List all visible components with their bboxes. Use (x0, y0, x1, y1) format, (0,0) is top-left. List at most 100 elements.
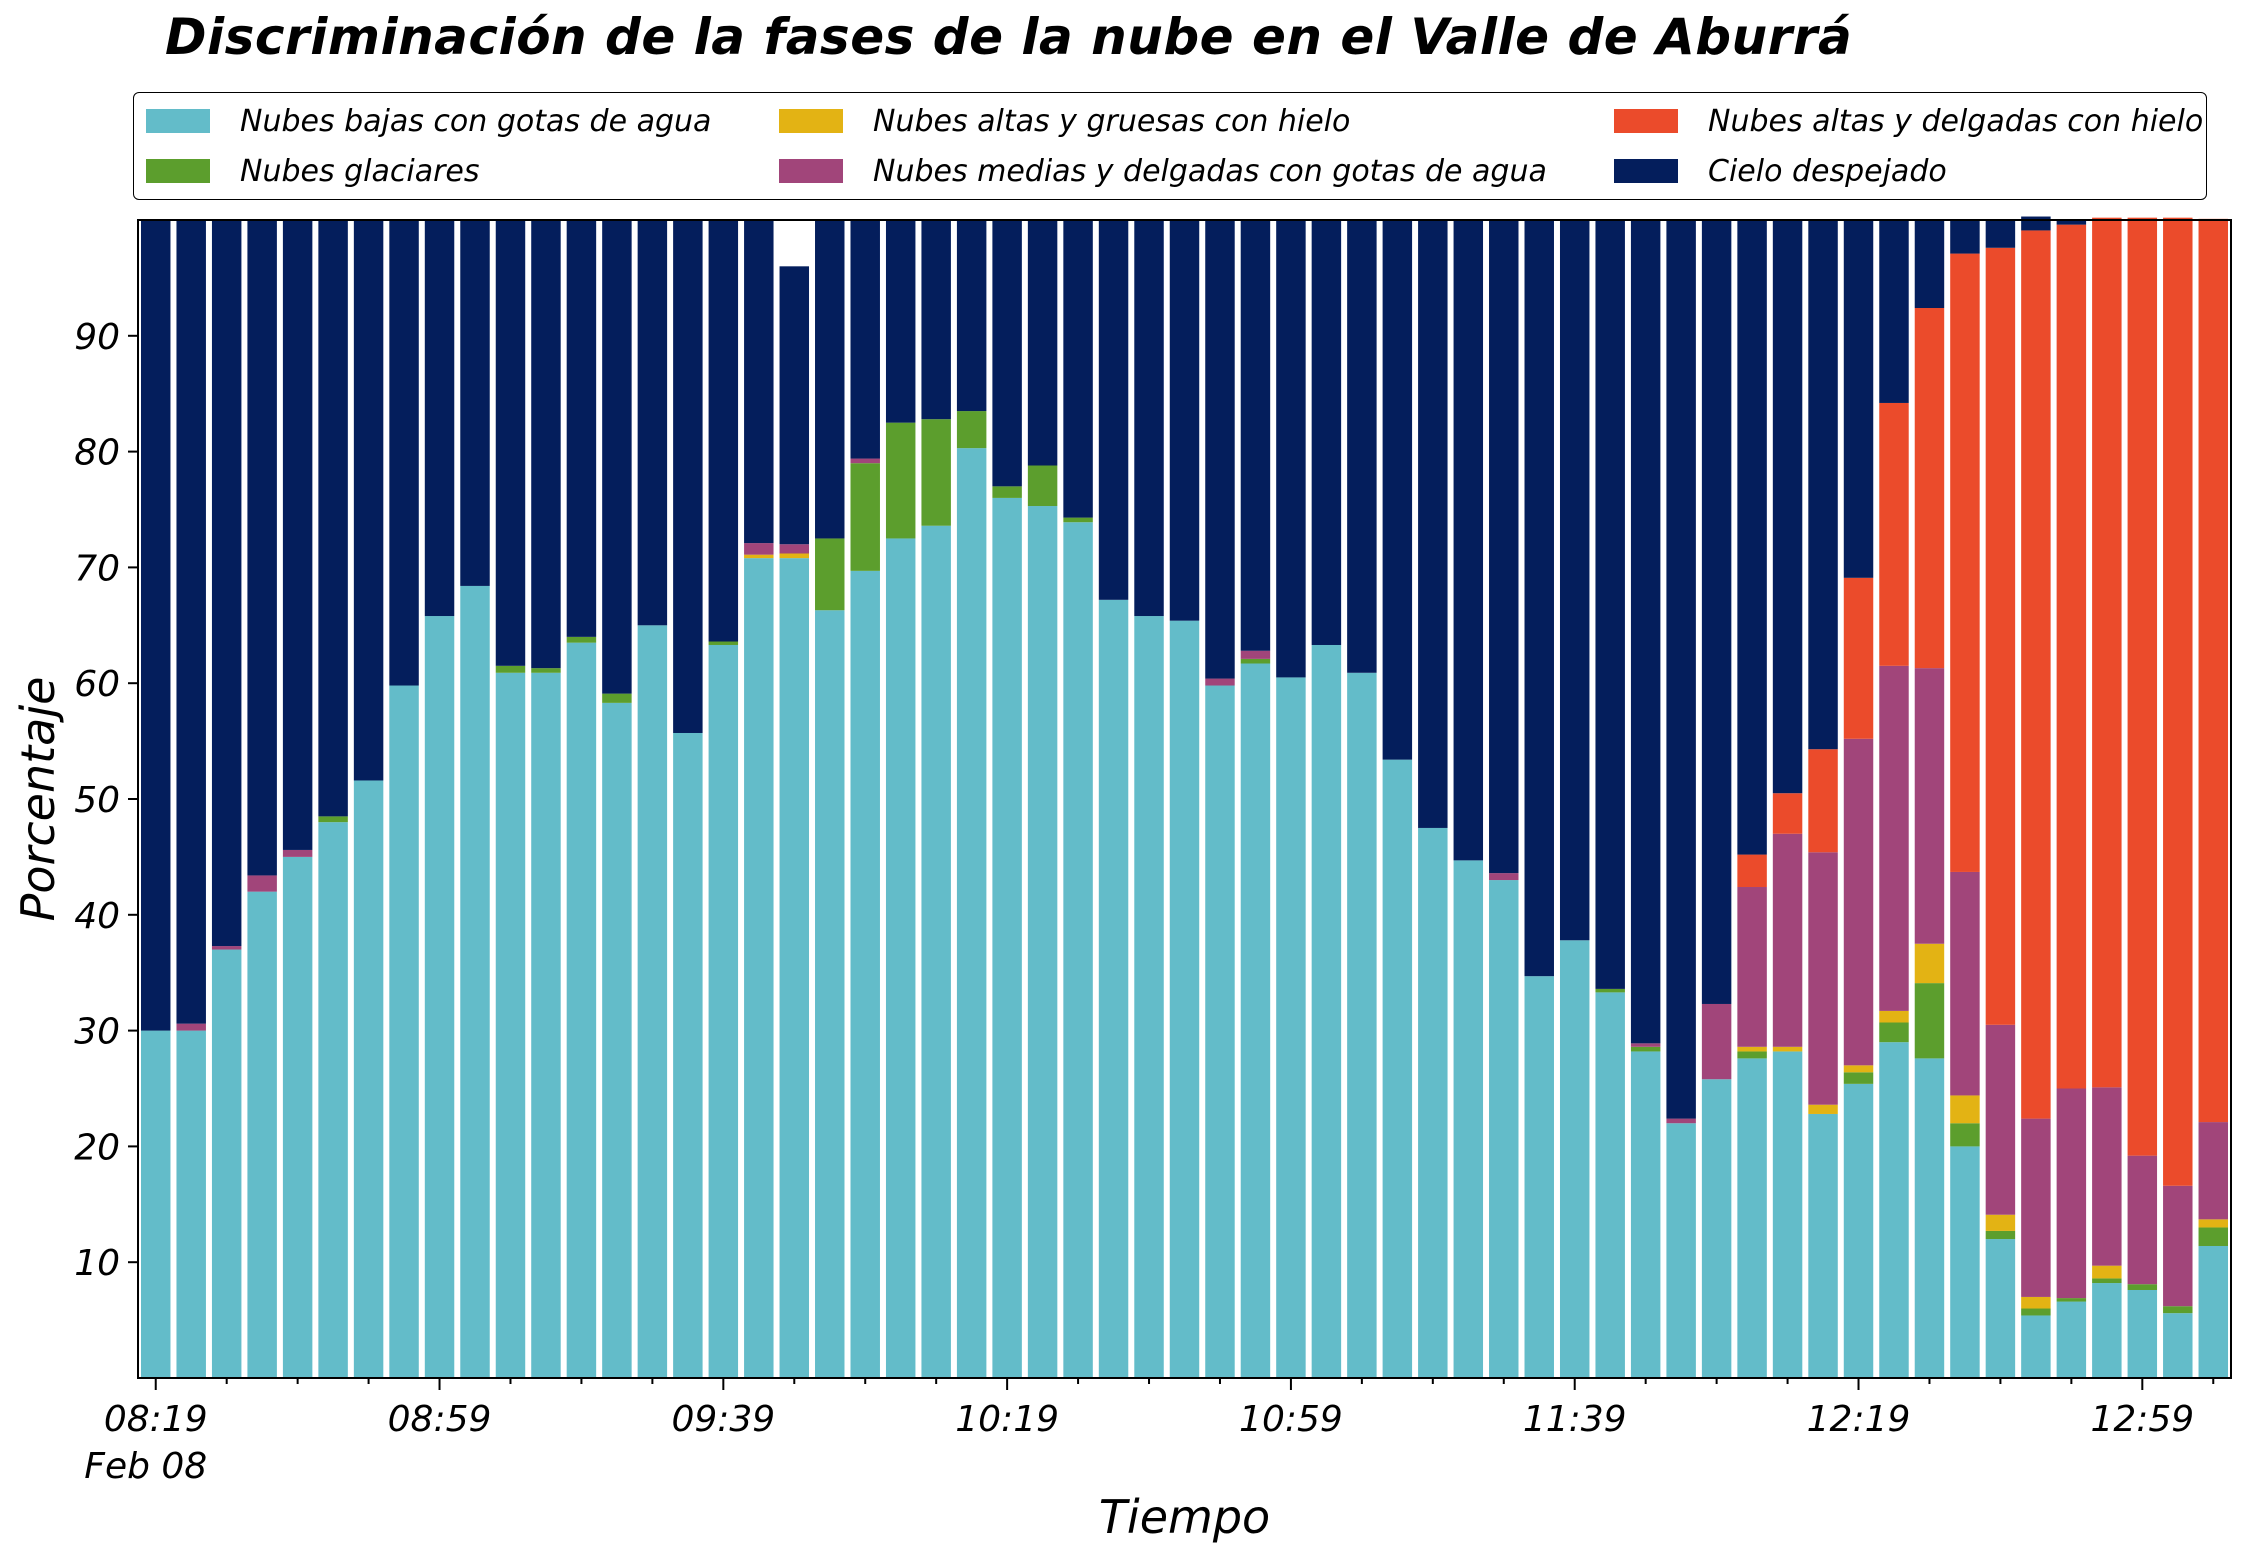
bar-segment-1244-s2 (2021, 1296, 2051, 1309)
bar-segment-0929-s5 (637, 220, 668, 626)
bar-segment-1214-s5 (1808, 220, 1838, 750)
bar-segment-1129-s3 (1489, 873, 1519, 881)
bar-segment-1039-s0 (1134, 616, 1164, 1378)
bar-segment-1024-s0 (1027, 506, 1058, 1378)
bar-segment-1009-s5 (921, 220, 951, 420)
y-tick-label: 80 (74, 433, 120, 474)
legend-item-nubes-glaciares: Nubes glaciares (146, 151, 480, 191)
bar-segment-0954-s5 (815, 220, 845, 539)
bar-segment-1219-s3 (1843, 738, 1874, 1066)
bar-segment-1034-s5 (1098, 220, 1129, 600)
bar-segment-0909-s0 (495, 672, 526, 1378)
y-tick-label: 60 (74, 664, 120, 705)
legend-label: Nubes glaciares (240, 153, 480, 189)
x-tick-label: 12:59 (2090, 1399, 2194, 1440)
bar-segment-1239-s5 (1985, 220, 2016, 248)
bar-segment-1049-s5 (1205, 220, 1235, 679)
bar-segment-1219-s1 (1843, 1072, 1874, 1084)
bar-segment-1259-s3 (2127, 1155, 2158, 1285)
bar-segment-0854-s5 (389, 220, 419, 686)
bar-segment-0944-s5 (744, 220, 774, 544)
bar-segment-1104-s5 (1311, 220, 1342, 645)
bar-segment-1204-s1 (1737, 1051, 1767, 1059)
bar-segment-1239-s1 (1985, 1230, 2016, 1240)
bar-segment-1259-s4 (2127, 217, 2158, 1156)
bar-segment-1029-s1 (1063, 517, 1093, 523)
bar-segment-1309-s1 (2198, 1227, 2228, 1246)
x-axis-label: Tiempo (1099, 1490, 1270, 1544)
bar-segment-1214-s4 (1808, 749, 1838, 853)
bar-segment-0849-s0 (353, 780, 384, 1378)
bar-segment-1244-s4 (2021, 230, 2051, 1119)
bar-segment-1209-s4 (1772, 793, 1803, 834)
bar-segment-1014-s1 (956, 411, 987, 449)
x-axis: 08:19 08:59 09:39 10:19 10:59 11:39 12:19 12:59… (84, 1378, 2215, 1487)
bar-segment-1024-s5 (1027, 220, 1058, 466)
bar-segment-0914-s5 (531, 220, 561, 669)
bar-segment-1139-s0 (1559, 940, 1590, 1378)
y-tick-label: 20 (74, 1127, 120, 1168)
bar-segment-1259-s1 (2127, 1284, 2158, 1290)
y-tick-label: 10 (74, 1243, 120, 1284)
bar-segment-1244-s1 (2021, 1308, 2051, 1316)
bar-segment-1234-s4 (1950, 253, 1980, 872)
bar-segment-1214-s2 (1808, 1104, 1838, 1114)
bar-segment-0859-s5 (424, 220, 455, 617)
bar-segment-0859-s0 (424, 616, 455, 1378)
bar-segment-1019-s5 (992, 220, 1022, 487)
bar-segment-1204-s0 (1737, 1058, 1767, 1378)
bar-segment-0944-s2 (744, 554, 774, 559)
bar-segment-1009-s1 (921, 419, 951, 526)
bar-segment-0939-s1 (708, 641, 739, 645)
bar-segment-0914-s1 (531, 668, 561, 673)
bar-segment-1234-s2 (1950, 1095, 1980, 1124)
bar-segment-1114-s5 (1382, 220, 1413, 760)
bar-segment-1309-s2 (2198, 1219, 2228, 1228)
bar-segment-0919-s1 (566, 636, 597, 643)
bar-segment-1309-s4 (2198, 218, 2228, 1123)
bar-segment-0959-s0 (850, 570, 880, 1378)
legend-item-nubes-bajas: Nubes bajas con gotas de agua (146, 101, 711, 141)
bar-segment-0919-s5 (566, 220, 597, 637)
bar-segment-1019-s0 (992, 497, 1022, 1378)
bar-segment-1229-s0 (1914, 1058, 1945, 1378)
bar-segment-1224-s2 (1879, 1010, 1909, 1023)
legend-label: Nubes bajas con gotas de agua (240, 103, 712, 139)
bar-segment-1204-s3 (1737, 887, 1767, 1047)
bar-segment-0959-s5 (850, 220, 880, 459)
legend-item-nubes-altas-delgadas: Nubes altas y delgadas con hielo (1614, 101, 2203, 141)
bar-segment-1254-s4 (2092, 217, 2122, 1088)
bar-segment-0854-s0 (389, 685, 419, 1378)
x-tick-label: 11:39 (1523, 1399, 1627, 1440)
bar-segment-0839-s3 (282, 849, 313, 857)
bar-segment-1119-s5 (1418, 220, 1448, 828)
bar-segment-1304-s1 (2163, 1306, 2193, 1314)
bar-segment-0944-s3 (744, 543, 774, 555)
bar-segment-1224-s5 (1879, 220, 1909, 403)
x-tick-label: 10:59 (1239, 1399, 1343, 1440)
bar-segment-1029-s0 (1063, 522, 1093, 1378)
bar-segment-1309-s0 (2198, 1245, 2228, 1378)
bar-segment-0819-s0 (141, 1030, 171, 1378)
bar-segment-1039-s5 (1134, 220, 1164, 617)
bar-segment-0844-s0 (318, 822, 348, 1378)
legend-swatch (1614, 159, 1678, 183)
bar-segment-1149-s1 (1630, 1046, 1661, 1052)
bar-segment-1259-s0 (2127, 1289, 2158, 1378)
bar-segment-1224-s4 (1879, 402, 1909, 666)
bar-segment-1004-s0 (885, 538, 916, 1378)
bar-segment-1144-s5 (1595, 220, 1625, 989)
bar-segment-1249-s3 (2056, 1088, 2087, 1299)
bar-segment-0904-s5 (460, 220, 490, 586)
legend-swatch (779, 109, 843, 133)
legend-swatch (1614, 109, 1678, 133)
bar-segment-1044-s5 (1169, 220, 1200, 621)
bar-segment-0934-s0 (673, 732, 703, 1378)
bar-segment-1154-s0 (1666, 1123, 1696, 1378)
y-tick-label: 70 (74, 548, 120, 589)
bar-segment-1004-s5 (885, 220, 916, 423)
legend-item-nubes-altas-gruesas: Nubes altas y gruesas con hielo (779, 101, 1350, 141)
bar-segment-0824-s3 (176, 1023, 206, 1031)
bar-segment-1144-s1 (1595, 988, 1625, 993)
bar-segment-0914-s0 (531, 672, 561, 1378)
